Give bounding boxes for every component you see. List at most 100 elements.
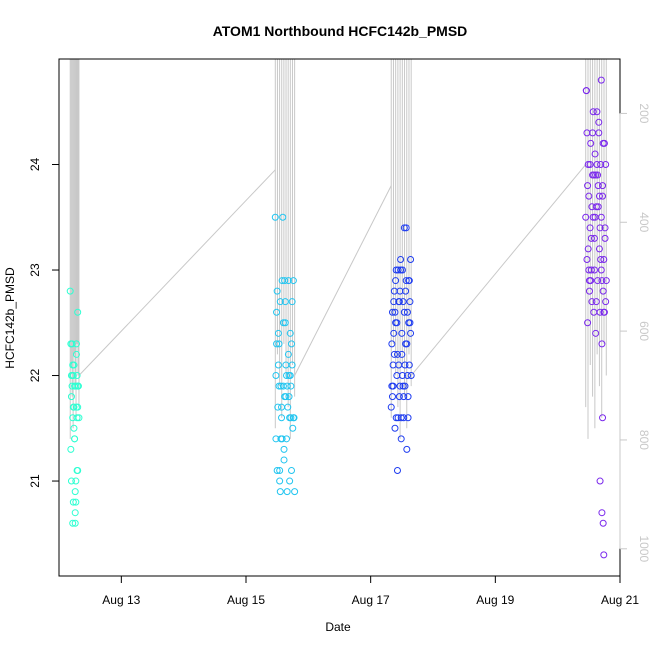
data-point (389, 361, 397, 369)
data-point (401, 361, 409, 369)
data-point (394, 414, 402, 422)
data-point (275, 382, 283, 390)
data-point (406, 298, 414, 306)
right-tick-label: 1000 (637, 535, 650, 562)
x-tick-label: Aug 13 (102, 593, 140, 607)
data-point (597, 76, 605, 84)
x-tick-label: Aug 15 (227, 593, 265, 607)
data-point (583, 255, 591, 263)
data-point (69, 361, 77, 369)
data-point (595, 245, 603, 253)
data-point (279, 382, 287, 390)
data-point (397, 266, 405, 274)
data-point (279, 319, 287, 327)
y-axis-label: HCFC142b_PMSD (3, 267, 17, 369)
data-point (391, 424, 399, 432)
data-point (584, 161, 592, 169)
data-point (289, 424, 297, 432)
data-point (599, 192, 607, 200)
data-point (72, 477, 80, 485)
data-point (600, 139, 608, 147)
data-point (394, 266, 402, 274)
data-point (278, 414, 286, 422)
data-point (587, 266, 595, 274)
points-layer (66, 76, 610, 559)
data-point (404, 414, 412, 422)
data-point (387, 403, 395, 411)
data-point (598, 340, 606, 348)
data-point (288, 361, 296, 369)
data-point (276, 488, 284, 496)
data-point (397, 435, 405, 443)
data-point (400, 224, 408, 232)
data-point (67, 477, 75, 485)
data-point (289, 277, 297, 285)
data-point (592, 298, 600, 306)
data-point (271, 213, 279, 221)
data-point (390, 329, 398, 337)
data-point (283, 488, 291, 496)
data-point (71, 519, 79, 527)
data-point (397, 414, 405, 422)
data-point (276, 477, 284, 485)
data-point (398, 350, 406, 358)
data-point (392, 266, 400, 274)
data-point (287, 414, 295, 422)
data-point (589, 108, 597, 116)
data-point (283, 435, 291, 443)
data-point (399, 382, 407, 390)
y-tick-label: 22 (28, 369, 42, 383)
data-point (390, 350, 398, 358)
y-tick-label: 23 (28, 263, 42, 277)
data-point (71, 435, 79, 443)
data-point (278, 403, 286, 411)
data-point (72, 350, 80, 358)
data-point (395, 393, 403, 401)
data-point (75, 414, 83, 422)
data-point (388, 340, 396, 348)
data-point (288, 340, 296, 348)
data-point (602, 161, 610, 169)
data-point (286, 477, 294, 485)
data-point (276, 466, 284, 474)
data-point (73, 414, 81, 422)
right-tick-label: 800 (637, 430, 650, 450)
data-point (590, 171, 598, 179)
data-point (403, 308, 411, 316)
data-point (586, 224, 594, 232)
data-point (597, 266, 605, 274)
data-point (395, 298, 403, 306)
data-point (402, 224, 410, 232)
data-point (405, 361, 413, 369)
data-point (278, 435, 286, 443)
data-point (273, 466, 281, 474)
data-point (593, 108, 601, 116)
data-point (399, 298, 407, 306)
data-point (591, 213, 599, 221)
data-point (388, 393, 396, 401)
data-point (287, 382, 295, 390)
data-point (274, 329, 282, 337)
data-point (601, 224, 609, 232)
data-point (602, 298, 610, 306)
data-point (68, 372, 76, 380)
line-layer (69, 59, 607, 439)
data-point (73, 466, 81, 474)
y-axis: 21 22 23 24 (28, 158, 60, 488)
data-point (593, 161, 601, 169)
connector-line (78, 169, 276, 376)
data-point (272, 372, 280, 380)
data-point (72, 498, 80, 506)
data-point (74, 382, 82, 390)
data-point (274, 403, 282, 411)
data-point (596, 224, 604, 232)
data-point (279, 213, 287, 221)
data-point (284, 350, 292, 358)
data-point (69, 498, 77, 506)
data-point (388, 382, 396, 390)
data-point (70, 403, 78, 411)
data-point (402, 277, 410, 285)
x-axis-label: Date (325, 620, 351, 634)
y-tick-label: 21 (28, 474, 42, 488)
